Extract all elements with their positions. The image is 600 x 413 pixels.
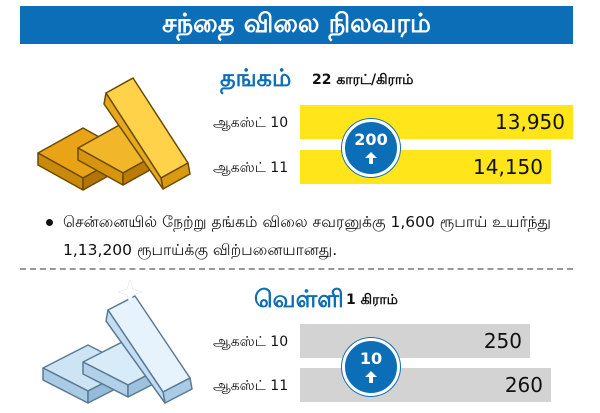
up-arrow-icon bbox=[365, 371, 377, 383]
gold-bars-illustration bbox=[37, 58, 191, 191]
page-title: சந்தை விலை நிலவரம் bbox=[162, 8, 431, 39]
silver-date-2: ஆகஸ்ட் 11 bbox=[213, 378, 289, 394]
page-title-banner: சந்தை விலை நிலவரம் bbox=[20, 6, 573, 44]
silver-date-1: ஆகஸ்ட் 10 bbox=[213, 334, 289, 350]
silver-bars-illustration bbox=[42, 280, 193, 404]
silver-price-1: 250 bbox=[483, 329, 522, 353]
silver-title: வெள்ளி bbox=[254, 285, 344, 313]
gold-price-bar-1: 13,950 bbox=[300, 105, 573, 139]
gold-date-2: ஆகஸ்ட் 11 bbox=[213, 160, 289, 176]
section-divider bbox=[20, 268, 573, 270]
silver-change-badge: 10 bbox=[342, 338, 400, 396]
up-arrow-icon bbox=[365, 152, 377, 164]
silver-price-bar-2: 260 bbox=[300, 368, 551, 402]
market-note: சென்னையில் நேற்று தங்கம் விலை சவரனுக்கு … bbox=[63, 213, 551, 259]
silver-unit: 1 கிராம் bbox=[346, 292, 398, 308]
silver-price-2: 260 bbox=[504, 373, 543, 397]
gold-change-value: 200 bbox=[354, 130, 388, 149]
gold-price-1: 13,950 bbox=[495, 110, 565, 134]
gold-title: தங்கம் bbox=[220, 64, 292, 92]
gold-change-badge: 200 bbox=[342, 119, 400, 177]
bullet-icon bbox=[46, 219, 53, 226]
silver-price-bar-1: 250 bbox=[300, 324, 530, 358]
gold-price-2: 14,150 bbox=[473, 155, 543, 179]
silver-change-value: 10 bbox=[359, 349, 383, 368]
gold-unit: 22 காரட்/கிராம் bbox=[312, 72, 414, 88]
gold-date-1: ஆகஸ்ட் 10 bbox=[213, 115, 289, 131]
gold-price-bar-2: 14,150 bbox=[300, 150, 551, 184]
